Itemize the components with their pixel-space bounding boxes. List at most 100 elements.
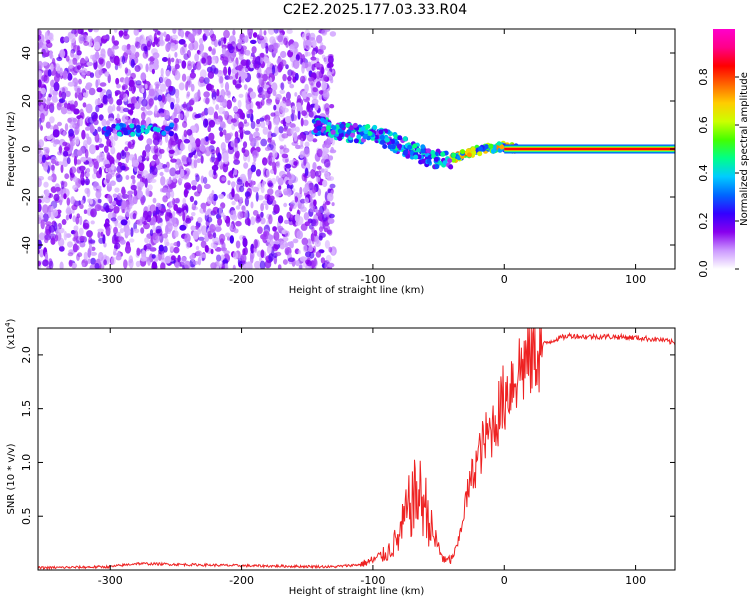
- spectrogram-noise-cell: [221, 262, 225, 269]
- spectrogram-noise-cell: [324, 103, 330, 112]
- spectrogram-noise-cell: [145, 63, 149, 73]
- spectrogram-noise-cell: [263, 56, 270, 64]
- spectrogram-noise-cell: [184, 233, 191, 244]
- spectrogram-noise-cell: [227, 75, 233, 80]
- colorbar-label: Normalized spectral amplitude: [739, 72, 750, 226]
- spectrogram-noise-cell: [312, 138, 318, 143]
- spectrogram-noise-cell: [116, 165, 123, 173]
- spectrogram-noise-cell: [134, 65, 141, 72]
- spectrogram-track-cell: [360, 126, 366, 132]
- spectrogram-noise-cell: [178, 82, 185, 91]
- spectrogram-noise-cell: [190, 253, 195, 262]
- colorbar-tick-label: 0.2: [697, 212, 710, 230]
- spectrogram-noise-cell: [69, 166, 77, 174]
- spectrogram-noise-cell: [140, 256, 147, 262]
- spectrogram-noise-cell: [135, 80, 142, 86]
- spectrogram-noise-cell: [60, 164, 64, 173]
- spectrogram-noise-cell: [105, 173, 113, 180]
- spectrogram-noise-cell: [266, 87, 273, 95]
- spectrogram-noise-cell: [210, 262, 217, 269]
- spectrogram-noise-cell: [105, 60, 111, 69]
- spectrogram-noise-cell: [264, 114, 271, 122]
- spectrogram-noise-cell: [222, 152, 229, 163]
- spectrogram-noise-cell: [184, 182, 191, 190]
- spectrogram-noise-cell: [60, 193, 64, 203]
- spectrogram-noise-cell: [262, 126, 269, 135]
- colorbar-tick-label: 0.4: [697, 164, 710, 182]
- spectrogram-noise-cell: [249, 133, 254, 143]
- spectrogram-noise-cell: [46, 135, 53, 141]
- spectrogram-noise-cell: [173, 246, 180, 254]
- spectrogram-noise-cell: [289, 45, 295, 50]
- spectrogram-noise-cell: [113, 40, 119, 46]
- spectrogram-noise-cell: [82, 222, 90, 230]
- spectrogram-noise-cell: [208, 193, 215, 202]
- spectrogram-noise-cell: [75, 159, 82, 165]
- spectrogram-noise-cell: [127, 141, 132, 149]
- spectrogram-noise-cell: [260, 55, 264, 65]
- spectrogram-noise-cell: [312, 87, 318, 93]
- spectrogram-noise-cell: [136, 173, 142, 179]
- spectrogram-noise-cell: [300, 117, 304, 127]
- spectrogram-noise-cell: [42, 204, 49, 214]
- spectrogram-noise-cell: [152, 52, 160, 59]
- spectrogram-noise-cell: [257, 182, 264, 190]
- spectrogram-noise-cell: [301, 33, 307, 41]
- spectrogram-noise-cell: [160, 67, 164, 77]
- spectrogram-noise-cell: [42, 213, 49, 223]
- spectrogram-noise-cell: [179, 46, 185, 56]
- spectrogram-noise-cell: [94, 69, 102, 79]
- spectrogram-noise-cell: [242, 248, 246, 256]
- spectrogram-noise-cell: [315, 251, 322, 258]
- spectrogram-noise-cell: [175, 58, 179, 69]
- snr-y-ticks: 0.5 1.0 1.5 2.0: [20, 346, 675, 525]
- spectrogram-noise-cell: [192, 260, 199, 266]
- spectrogram-noise-cell: [252, 186, 260, 193]
- spectrogram-track-cell: [356, 134, 362, 140]
- spectrogram-noise-cell: [96, 185, 102, 190]
- spectrogram-noise-cell: [219, 76, 224, 84]
- spectrogram-noise-cell: [67, 252, 74, 257]
- spectrogram-noise-cell: [73, 45, 80, 52]
- spectrogram-noise-cell: [302, 244, 308, 253]
- spectrogram-noise-cell: [213, 169, 217, 176]
- spectrogram-noise-cell: [130, 227, 134, 238]
- spectrogram-noise-cell: [146, 110, 153, 116]
- spectrogram-noise-cell: [210, 140, 216, 145]
- spectrogram-noise-cell: [40, 104, 44, 112]
- spectrogram-noise-cell: [224, 81, 230, 92]
- spectrogram-noise-cell: [133, 29, 140, 36]
- spectrogram-track-cell: [379, 135, 385, 140]
- spectrogram-noise-cell: [218, 39, 221, 47]
- spectrogram-noise-cell: [277, 225, 284, 232]
- spectrogram-noise-cell: [306, 133, 314, 142]
- spectrogram-noise-cell: [168, 201, 172, 210]
- spectrogram-noise-cell: [110, 140, 116, 147]
- spectrogram-noise-cell: [237, 38, 243, 44]
- snr-scale-prefix: (x10: [6, 327, 17, 350]
- spectrogram-noise-cell: [284, 243, 288, 249]
- spectrogram-noise-cell: [122, 107, 130, 113]
- spectrogram-noise-cell: [118, 236, 124, 241]
- spectrogram-noise-cell: [218, 206, 223, 216]
- spectrogram-band-cell: [165, 126, 171, 132]
- spectrogram-noise-cell: [74, 85, 82, 94]
- spectrogram-noise-cell: [195, 138, 201, 148]
- spectrogram-noise-cell: [47, 175, 53, 181]
- spectrogram-noise-cell: [140, 196, 145, 206]
- spectrogram-track-cell: [440, 151, 446, 157]
- spectrogram-noise-cell: [242, 141, 248, 149]
- spectrogram-noise-cell: [252, 32, 258, 38]
- spectrogram-noise-cell: [325, 254, 332, 263]
- spectrogram-noise-cell: [277, 177, 284, 186]
- spectrogram-noise-cell: [204, 146, 212, 157]
- spectrogram-noise-cell: [316, 81, 321, 88]
- spectrogram-noise-cell: [310, 219, 317, 227]
- spectrogram-noise-cell: [255, 169, 262, 177]
- spectrogram-noise-cell: [64, 123, 69, 132]
- spectrogram-noise-cell: [308, 110, 314, 118]
- spectrogram-noise-cell: [304, 167, 309, 177]
- spectrogram-noise-cell: [271, 65, 276, 75]
- spectrogram-noise-cell: [311, 48, 315, 59]
